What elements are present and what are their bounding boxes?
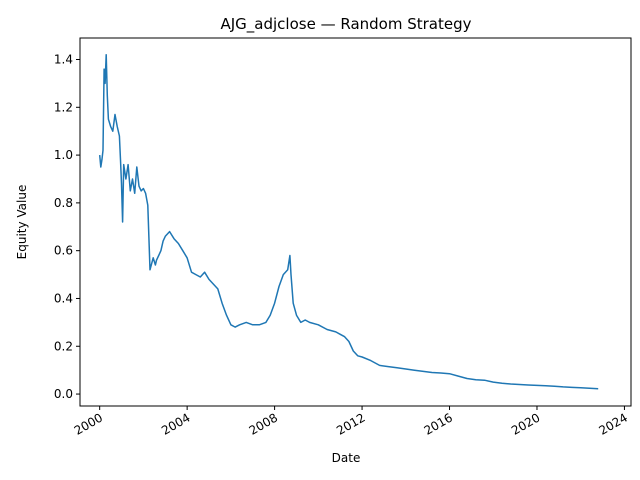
y-tick-label: 1.4 (54, 53, 73, 67)
y-tick-label: 1.2 (54, 100, 73, 114)
x-axis-label: Date (332, 451, 361, 465)
y-tick-label: 0.6 (54, 244, 73, 258)
series-line-0 (98, 53, 599, 390)
chart-title: AJG_adjclose — Random Strategy (220, 15, 471, 34)
x-tick-label: 2008 (247, 410, 280, 437)
y-tick-label: 0.8 (54, 196, 73, 210)
x-tick-label: 2004 (159, 410, 192, 437)
x-tick-label: 2016 (422, 410, 455, 437)
y-axis: 0.0 0.2 0.4 0.6 0.8 1.0 1.2 1.4 (54, 53, 80, 401)
y-tick-label: 0.0 (54, 387, 73, 401)
x-tick-label: 2020 (509, 410, 542, 437)
y-tick-label: 1.0 (54, 148, 73, 162)
y-tick-label: 0.2 (54, 339, 73, 353)
x-tick-label: 2024 (596, 410, 629, 437)
x-axis: 2000 2004 2008 2012 2016 2020 2024 (72, 406, 630, 438)
x-tick-label: 2000 (72, 410, 105, 437)
plot-area (98, 53, 599, 390)
y-tick-label: 0.4 (54, 291, 73, 305)
plot-frame (79, 37, 632, 407)
x-tick-label: 2012 (334, 410, 367, 437)
y-axis-label: Equity Value (15, 185, 29, 260)
